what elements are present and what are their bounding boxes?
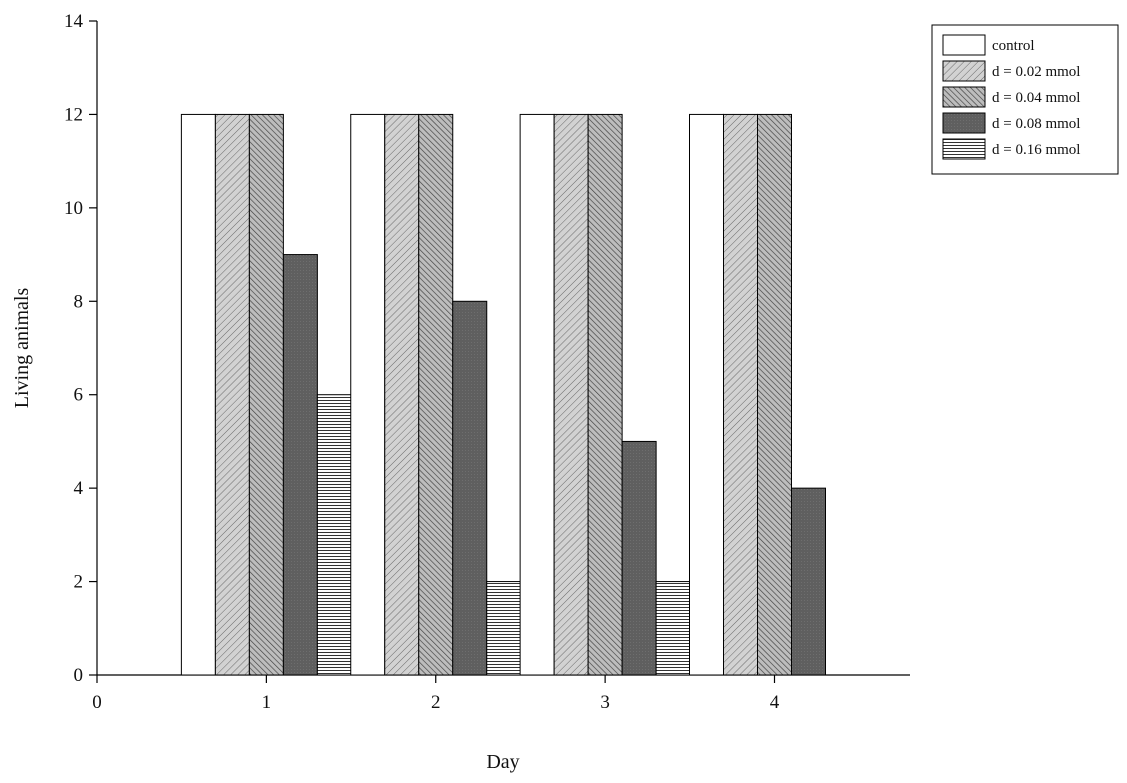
x-tick-label: 4 [770, 692, 780, 713]
y-tick-label: 6 [74, 385, 84, 406]
y-tick-label: 14 [64, 11, 84, 32]
bar-4-day-1 [282, 254, 318, 676]
x-tick-label: 0 [92, 692, 102, 713]
bar-4-day-3 [621, 440, 657, 676]
legend: control d = 0.02 mmol d = 0.04 mmol d = 0.0… [931, 24, 1119, 175]
bar-5-day-3 [655, 581, 691, 676]
legend-label: d = 0.02 mmol [992, 64, 1080, 80]
legend-swatch [942, 34, 986, 56]
bar-1-day-3 [519, 113, 555, 676]
bar-4-day-4 [791, 487, 826, 676]
x-tick-label: 2 [431, 692, 441, 713]
bar-5-day-1 [316, 394, 352, 676]
bar-3-day-2 [418, 113, 454, 676]
bar-1-day-2 [350, 113, 386, 676]
legend-label: d = 0.16 mmol [992, 142, 1080, 158]
bar-2-day-2 [384, 113, 420, 676]
bar-3-day-3 [587, 113, 623, 676]
legend-label: d = 0.04 mmol [992, 90, 1080, 106]
y-tick-label: 10 [64, 198, 83, 219]
bar-2-day-3 [553, 113, 589, 676]
y-axis-title: Living animals [11, 288, 33, 409]
x-tick-label: 1 [262, 692, 272, 713]
y-ticks: 0 2 4 6 8 10 12 14 [64, 11, 97, 686]
y-tick-label: 4 [74, 478, 84, 499]
bar-2-day-1 [214, 113, 250, 676]
x-axis-title: Day [486, 751, 519, 773]
y-tick-label: 12 [64, 104, 83, 125]
y-tick-label: 0 [74, 665, 84, 686]
legend-swatch [942, 112, 986, 134]
y-tick-label: 2 [74, 572, 84, 593]
bar-1-day-1 [180, 113, 216, 676]
bar-1-day-4 [689, 113, 724, 676]
legend-label: d = 0.08 mmol [992, 116, 1080, 132]
y-tick-label: 8 [74, 291, 84, 312]
x-ticks: 0 1 2 3 4 [92, 675, 780, 713]
legend-label: control [992, 38, 1035, 54]
bars [180, 113, 826, 676]
legend-swatch [942, 60, 986, 82]
bar-3-day-4 [757, 113, 792, 676]
legend-swatch [942, 86, 986, 108]
legend-swatch [942, 138, 986, 160]
bar-3-day-1 [248, 113, 284, 676]
bar-4-day-2 [452, 300, 488, 676]
bar-5-day-2 [486, 581, 522, 676]
x-tick-label: 3 [600, 692, 610, 713]
bar-2-day-4 [723, 113, 758, 676]
